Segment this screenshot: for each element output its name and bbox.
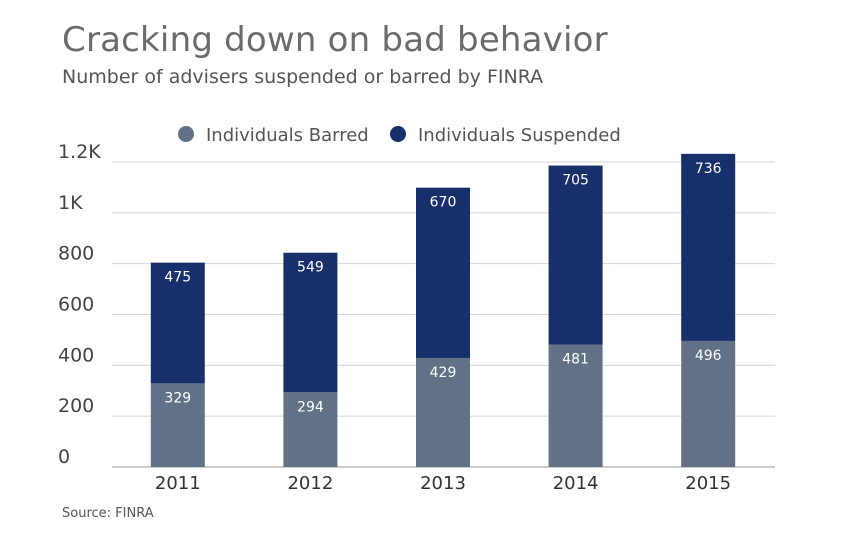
bar-suspended — [283, 252, 338, 393]
legend-marker — [178, 126, 194, 142]
y-tick-label: 400 — [58, 344, 94, 366]
bar-value-label: 481 — [562, 352, 589, 368]
bar-barred — [681, 340, 736, 467]
x-tick-label: 2015 — [685, 473, 731, 494]
y-tick-label: 1.2K — [58, 141, 101, 163]
chart-title: Cracking down on bad behavior — [62, 20, 608, 60]
bar-suspended — [548, 165, 603, 345]
chart-subtitle: Number of advisers suspended or barred b… — [62, 66, 544, 88]
bar-suspended — [681, 153, 736, 341]
bar-value-label: 705 — [562, 173, 589, 189]
chart-source: Source: FINRA — [62, 506, 154, 521]
bar-barred — [416, 357, 470, 467]
bar-value-label: 329 — [164, 390, 191, 406]
bar-barred — [283, 392, 338, 467]
y-tick-label: 200 — [58, 395, 94, 417]
bar-value-label: 549 — [297, 260, 324, 276]
bar-suspended — [150, 262, 205, 384]
legend-marker — [390, 126, 406, 142]
bar-suspended — [416, 187, 470, 358]
bar-value-label: 294 — [297, 399, 324, 415]
bar-value-label: 475 — [164, 270, 191, 286]
bar-barred — [150, 383, 205, 467]
y-tick-label: 0 — [58, 446, 70, 468]
bar-value-label: 736 — [695, 161, 722, 177]
x-tick-label: 2012 — [287, 473, 333, 494]
x-tick-label: 2014 — [553, 473, 599, 494]
legend-label: Individuals Barred — [206, 125, 369, 146]
bar-value-label: 496 — [695, 348, 722, 364]
x-tick-label: 2011 — [155, 473, 201, 494]
legend-label: Individuals Suspended — [418, 125, 621, 146]
x-tick-label: 2013 — [420, 473, 466, 494]
bar-value-label: 670 — [430, 195, 457, 211]
y-tick-label: 600 — [58, 294, 94, 316]
bar-barred — [548, 344, 603, 467]
y-tick-label: 1K — [58, 192, 83, 214]
bar-value-label: 429 — [430, 365, 457, 381]
y-tick-label: 800 — [58, 243, 94, 265]
